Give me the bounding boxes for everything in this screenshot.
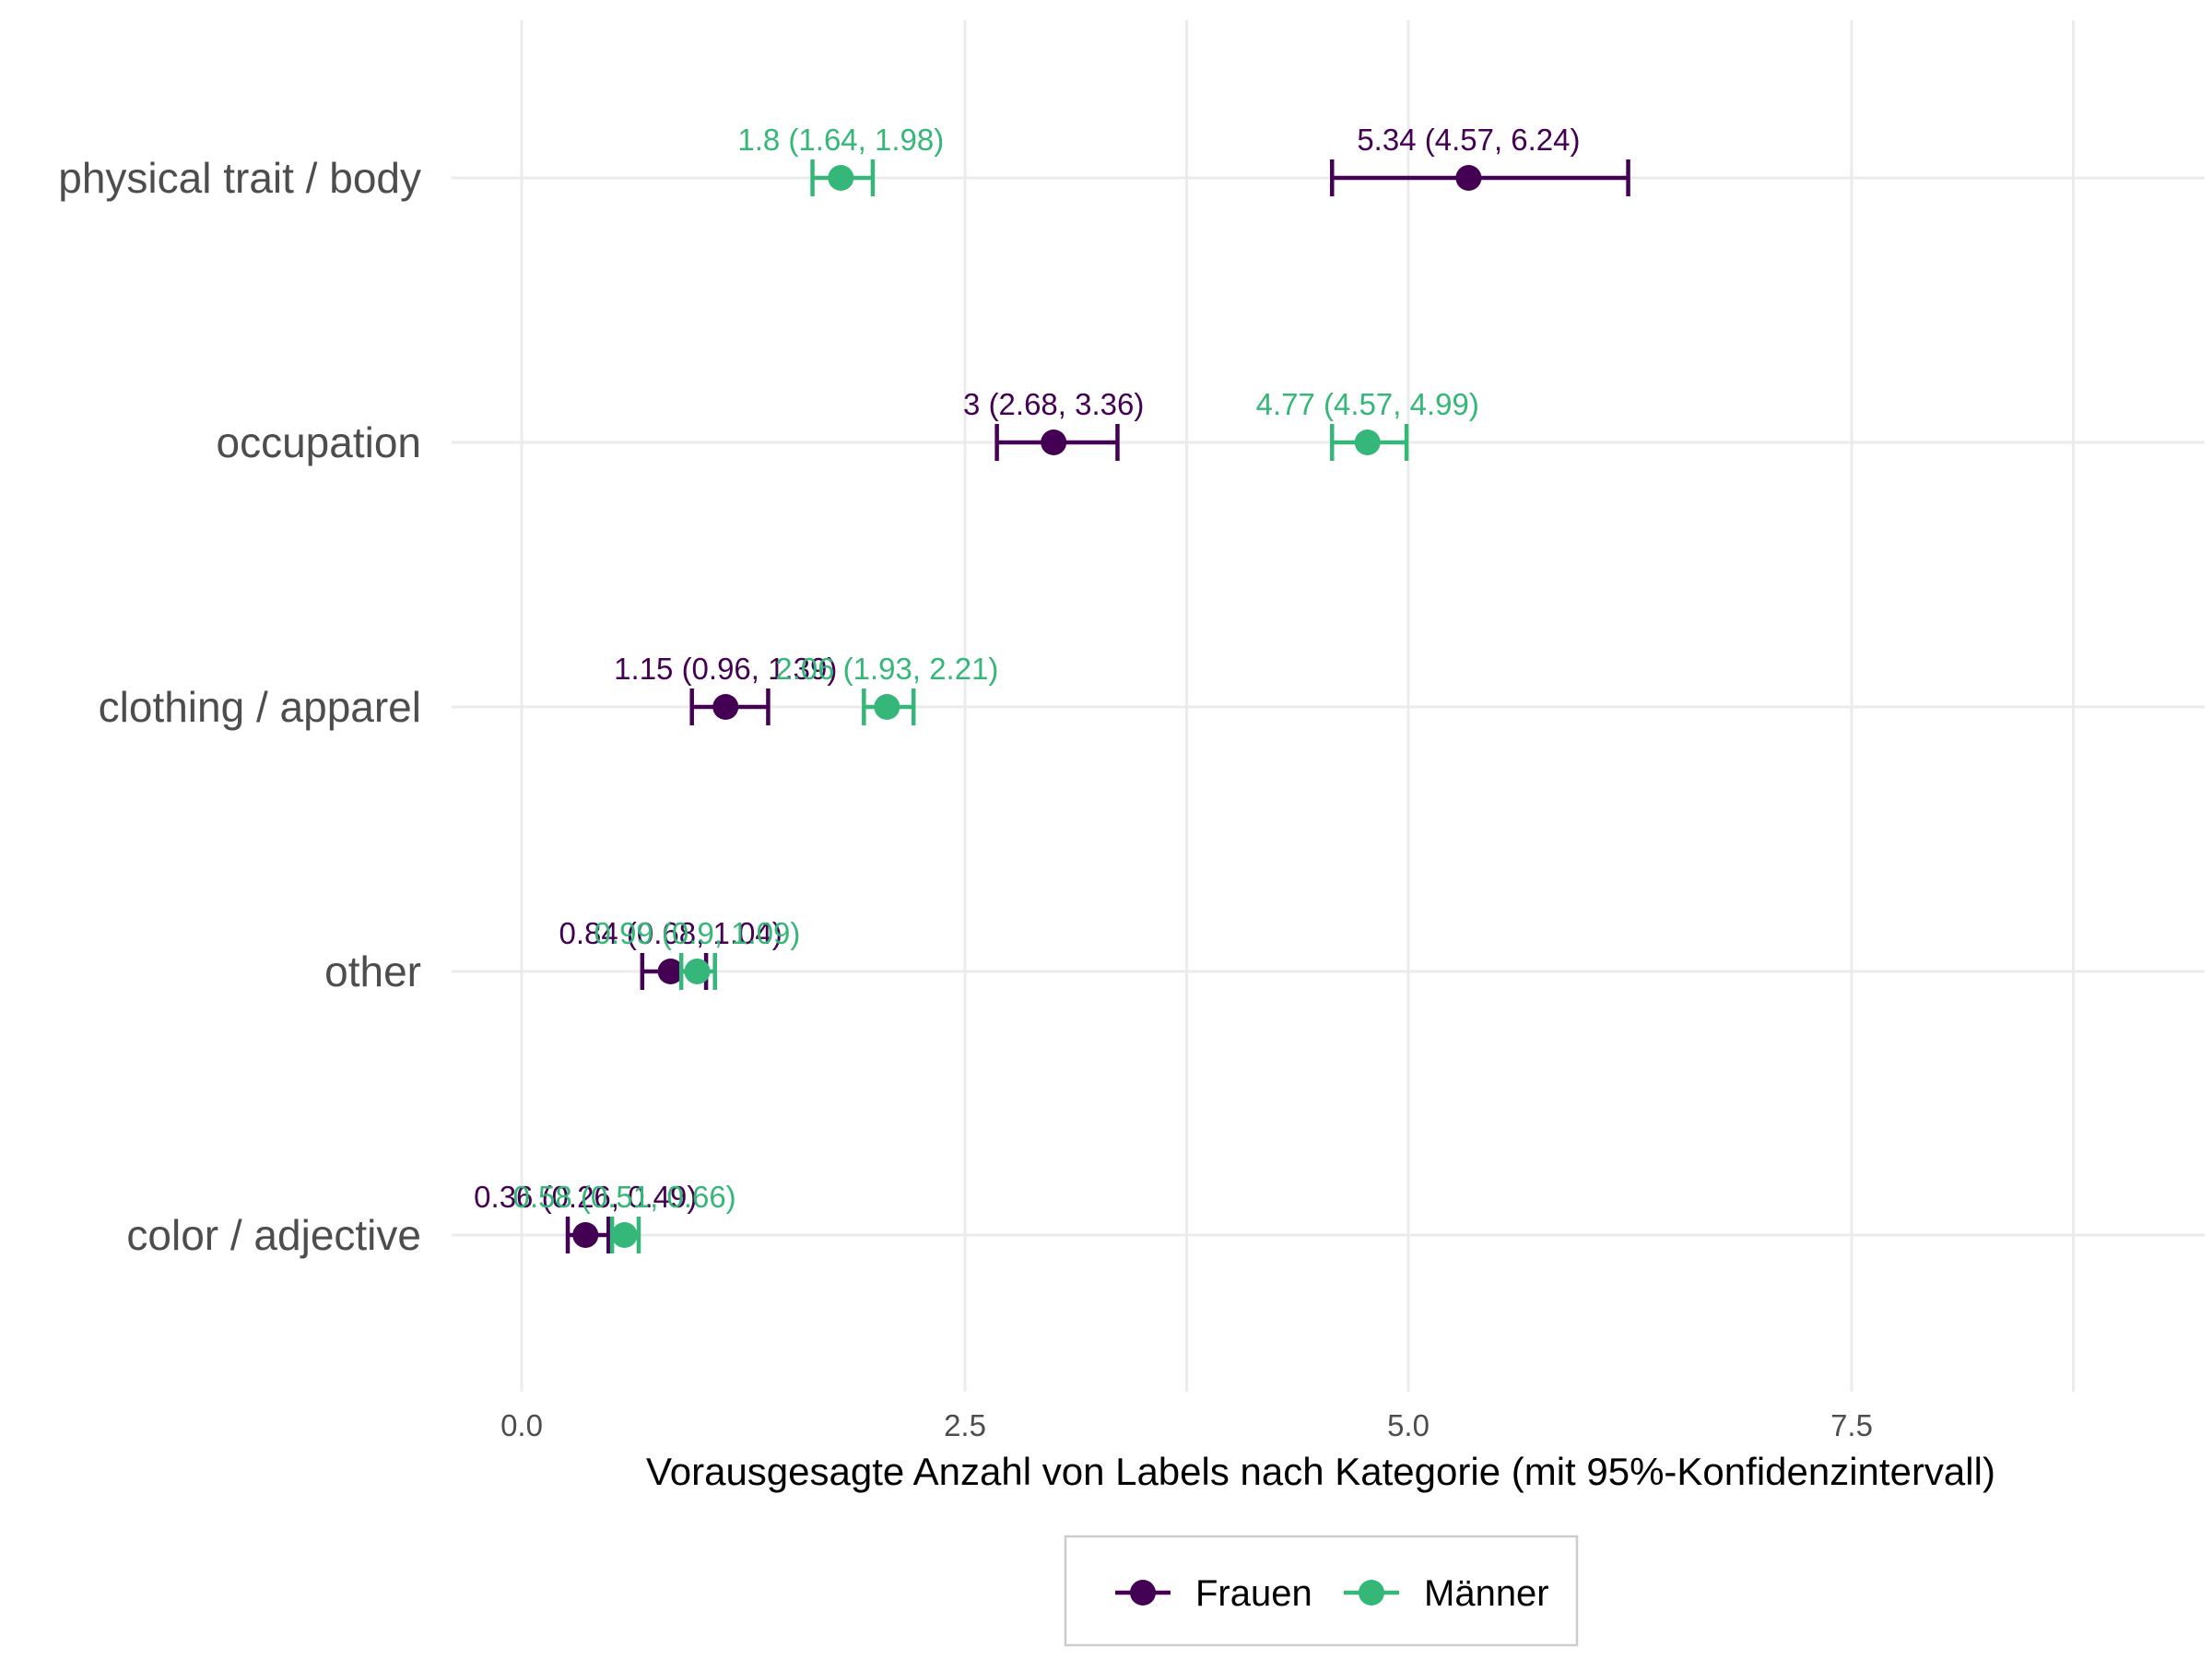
data-point xyxy=(1455,165,1482,191)
category-label: clothing / apparel xyxy=(99,683,421,731)
legend: Frauen Männer xyxy=(1064,1535,1579,1647)
data-point xyxy=(712,694,739,720)
data-label: 0.99 (0.9, 1.09) xyxy=(594,916,801,950)
category-label: color / adjective xyxy=(126,1211,421,1259)
data-label: 0.36 (0.26, 0.49) xyxy=(474,1180,697,1214)
x-axis-title: Vorausgesagte Anzahl von Labels nach Kat… xyxy=(646,1450,1995,1493)
data-point xyxy=(684,959,711,984)
legend-key-point xyxy=(1359,1580,1384,1606)
category-label: physical trait / body xyxy=(58,154,421,202)
x-tick-label: 7.5 xyxy=(1830,1408,1873,1442)
category-label: occupation xyxy=(217,418,422,466)
legend-label: Frauen xyxy=(1195,1573,1312,1614)
data-point xyxy=(572,1222,599,1248)
x-tick-label: 2.5 xyxy=(944,1408,986,1442)
data-label: 4.77 (4.57, 4.99) xyxy=(1256,387,1479,421)
data-point xyxy=(874,694,900,720)
data-point xyxy=(1354,429,1381,455)
series-layer: 5.34 (4.57, 6.24) 3 (2.68, 3.36) 1.15 (0.9… xyxy=(474,123,1630,1253)
data-point xyxy=(657,959,684,984)
category-label: other xyxy=(324,947,421,995)
data-point xyxy=(611,1222,638,1248)
x-axis-ticks: 0.0 2.5 5.0 7.5 xyxy=(500,1408,1873,1442)
data-label: 3 (2.68, 3.36) xyxy=(963,387,1144,421)
x-tick-label: 0.0 xyxy=(500,1408,543,1442)
legend-label: Männer xyxy=(1424,1573,1549,1614)
x-tick-label: 5.0 xyxy=(1387,1408,1430,1442)
series-0: 5.34 (4.57, 6.24) 3 (2.68, 3.36) 1.15 (0.9… xyxy=(474,123,1630,1253)
data-point xyxy=(1041,429,1067,455)
series-1: 1.8 (1.64, 1.98) 4.77 (4.57, 4.99) 2.06 (1… xyxy=(513,123,1479,1253)
data-point xyxy=(828,165,854,191)
legend-items: Frauen Männer xyxy=(1115,1573,1549,1614)
data-label: 0.84 (0.68, 1.04) xyxy=(559,916,782,950)
data-label: 1.8 (1.64, 1.98) xyxy=(737,123,944,157)
category-axis: physical trait / body occupation clothing … xyxy=(58,154,421,1259)
grid-layer xyxy=(452,20,2205,1392)
data-label: 2.06 (1.93, 2.21) xyxy=(775,652,998,686)
data-label: 0.58 (0.51, 0.66) xyxy=(513,1180,736,1214)
data-label: 1.15 (0.96, 1.39) xyxy=(614,652,837,686)
legend-key-point xyxy=(1130,1580,1156,1606)
data-label: 5.34 (4.57, 6.24) xyxy=(1357,123,1580,157)
